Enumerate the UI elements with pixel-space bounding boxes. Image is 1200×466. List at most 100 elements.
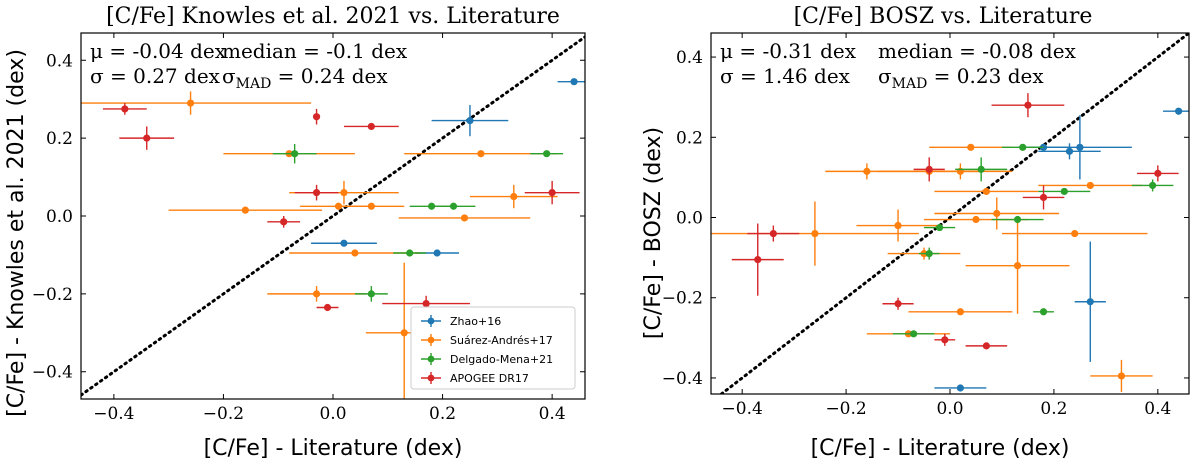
point-marker: [367, 290, 375, 298]
point-marker: [982, 342, 990, 350]
point-marker: [1013, 262, 1022, 270]
point-marker: [340, 189, 348, 197]
data-point: [557, 78, 585, 86]
point-marker: [769, 229, 777, 238]
legend-label: Zhao+16: [450, 315, 501, 328]
x-tick-label: −0.2: [203, 404, 244, 424]
data-point: [965, 217, 1070, 314]
point-marker: [241, 206, 249, 214]
series-zhao-16: [311, 78, 585, 257]
y-tick-label: −0.4: [662, 369, 703, 389]
x-tick-label: 0.4: [1144, 399, 1171, 419]
point-marker: [910, 330, 918, 338]
data-point: [1033, 308, 1054, 316]
series-su-rez-andr-s-17: [81, 91, 558, 399]
data-point: [102, 103, 147, 115]
data-point: [81, 91, 312, 115]
axis-ticks: −0.4 −0.2 0.0 0.2 0.4 −0.4 −0.2 0.0 0.2 0.4: [32, 33, 585, 424]
legend-entry-apogee-dr17: APOGEE DR17: [421, 372, 529, 385]
data-point: [934, 333, 956, 346]
data-point: [1001, 143, 1044, 151]
point-marker: [406, 249, 414, 257]
data-point: [913, 157, 945, 182]
data-point: [530, 150, 564, 158]
point-marker: [894, 221, 902, 230]
data-point: [338, 202, 405, 210]
x-tick-label: 0.0: [936, 399, 963, 419]
y-tick-label: 0.4: [46, 51, 73, 71]
series-zhao-16: [934, 107, 1189, 392]
data-point: [431, 202, 476, 210]
data-point: [316, 303, 339, 312]
point-marker: [1149, 181, 1157, 190]
legend-marker: [427, 336, 435, 344]
data-point: [908, 308, 1013, 316]
point-marker: [312, 290, 321, 298]
panel-knowles: [C/Fe] Knowles et al. 2021 vs. Literatur…: [4, 4, 586, 461]
data-point: [955, 157, 1008, 182]
data-point: [934, 187, 1039, 196]
y-tick-label: −0.4: [32, 363, 73, 383]
legend-entries: Zhao+16 Suárez-Andrés+17 Delgado-Mena+21 AP…: [421, 315, 553, 385]
data-layer: [711, 33, 1189, 394]
data-point: [398, 214, 531, 222]
x-axis-label: [C/Fe] - Literature (dex): [811, 436, 1070, 461]
series-apogee-dr17: [731, 93, 1179, 350]
point-marker: [1086, 181, 1094, 190]
data-point: [924, 223, 956, 232]
data-point: [119, 126, 175, 150]
stat-sigma-mad: σMAD = 0.23 dex: [878, 64, 1044, 92]
data-point: [1074, 241, 1106, 362]
stat-mu: μ = -0.04 dex: [90, 39, 227, 63]
y-axis-label: [C/Fe] - BOSZ (dex): [641, 127, 666, 339]
stat-median: median = -0.08 dex: [878, 39, 1077, 63]
x-tick-label: −0.4: [722, 399, 763, 419]
point-marker: [1076, 143, 1084, 151]
point-marker: [982, 187, 990, 196]
point-marker: [1175, 107, 1183, 115]
point-marker: [460, 214, 469, 222]
point-marker: [956, 308, 964, 316]
point-marker: [280, 218, 288, 226]
point-marker: [570, 78, 578, 86]
data-point: [1131, 179, 1174, 192]
data-point: [524, 180, 580, 205]
data-point: [991, 93, 1065, 118]
chart-title: [C/Fe] Knowles et al. 2021 vs. Literatur…: [106, 4, 560, 29]
point-marker: [312, 113, 321, 121]
point-marker: [400, 329, 408, 337]
data-point: [918, 247, 940, 260]
point-marker: [1039, 308, 1048, 316]
point-marker: [1154, 169, 1162, 177]
point-marker: [967, 143, 975, 151]
series-delgado-mena-21: [272, 143, 564, 302]
point-marker: [936, 223, 944, 232]
x-tick-label: 0.4: [539, 404, 566, 424]
point-marker: [1039, 193, 1048, 202]
point-marker: [1071, 229, 1079, 238]
point-marker: [956, 384, 964, 392]
y-tick-label: −0.2: [662, 289, 703, 309]
data-point: [1001, 229, 1148, 238]
legend-label: Delgado-Mena+21: [450, 353, 553, 366]
data-point: [354, 286, 388, 302]
point-marker: [811, 229, 819, 238]
data-point: [908, 163, 1013, 180]
point-marker: [121, 105, 129, 113]
data-point: [312, 108, 321, 125]
data-point: [1137, 165, 1179, 182]
panel-bosz: [C/Fe] BOSZ vs. Literature [C/Fe] - Lite…: [641, 4, 1190, 461]
x-tick-label: 0.2: [429, 404, 456, 424]
y-tick-label: 0.0: [676, 209, 703, 229]
x-axis-label: [C/Fe] - Literature (dex): [204, 436, 463, 461]
point-marker: [543, 150, 551, 158]
point-marker: [972, 215, 980, 224]
y-tick-label: 0.4: [676, 48, 703, 68]
x-tick-label: −0.2: [825, 399, 866, 419]
stat-sigma-mad: σMAD = 0.24 dex: [222, 64, 388, 92]
series-su-rez-andr-s-17: [711, 143, 1153, 392]
y-axis-label: [C/Fe] - Knowles et al. 2021 (dex): [4, 49, 29, 417]
data-point: [1038, 181, 1143, 190]
data-point: [1038, 143, 1101, 160]
